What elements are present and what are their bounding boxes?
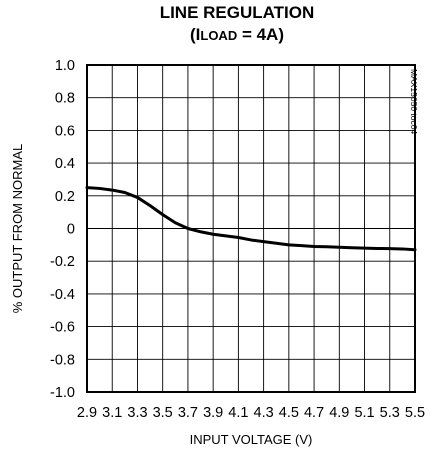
grid-lines xyxy=(86,64,416,393)
subtitle-subscript: LOAD xyxy=(200,28,237,43)
y-tick-label: 1.0 xyxy=(55,58,75,74)
x-tick-label: 5.5 xyxy=(405,405,425,421)
subtitle-prefix: (I xyxy=(190,25,200,44)
x-tick-label: 5.3 xyxy=(380,405,400,421)
y-tick-label: -1.0 xyxy=(50,385,75,401)
y-tick-label: -0.4 xyxy=(50,287,75,303)
x-tick-labels: 2.9 3.1 3.3 3.5 3.7 3.9 4.1 4.3 4.5 4.7 4.9 5.1 5.3 5… xyxy=(77,405,425,421)
y-tick-label: -0.2 xyxy=(50,254,75,270)
series-line xyxy=(85,186,417,252)
y-tick-label: -0.8 xyxy=(50,352,75,368)
x-tick-label: 3.7 xyxy=(178,405,198,421)
x-tick-label: 3.1 xyxy=(102,405,122,421)
y-tick-labels: 1.0 0.8 0.6 0.4 0.2 0 -0.2 -0.4 -0.6 -0.8 -1.0 xyxy=(50,58,75,401)
y-tick-label: 0.2 xyxy=(55,189,75,205)
x-tick-label: 3.3 xyxy=(127,405,147,421)
x-axis-label: INPUT VOLTAGE (V) xyxy=(190,432,313,447)
chart-watermark: MAX15050 toc04 xyxy=(409,69,419,134)
x-tick-label: 4.1 xyxy=(228,405,248,421)
plot-frame xyxy=(86,64,416,393)
chart-title: LINE REGULATION xyxy=(160,3,315,22)
y-tick-label: 0.4 xyxy=(55,156,75,172)
x-tick-label: 3.5 xyxy=(153,405,173,421)
x-tick-label: 4.3 xyxy=(254,405,274,421)
x-tick-label: 4.7 xyxy=(304,405,324,421)
x-tick-label: 5.1 xyxy=(354,405,374,421)
y-tick-label: -0.6 xyxy=(50,320,75,336)
y-axis-label: % OUTPUT FROM NORMAL xyxy=(10,144,25,314)
y-tick-label: 0.8 xyxy=(55,91,75,107)
x-tick-label: 2.9 xyxy=(77,405,97,421)
x-tick-label: 3.9 xyxy=(203,405,223,421)
y-tick-label: 0.6 xyxy=(55,123,75,139)
x-tick-label: 4.9 xyxy=(329,405,349,421)
chart-subtitle: (ILOAD = 4A) xyxy=(190,25,284,44)
x-tick-label: 4.5 xyxy=(279,405,299,421)
y-tick-label: 0 xyxy=(67,222,75,238)
subtitle-suffix: = 4A) xyxy=(237,25,284,44)
